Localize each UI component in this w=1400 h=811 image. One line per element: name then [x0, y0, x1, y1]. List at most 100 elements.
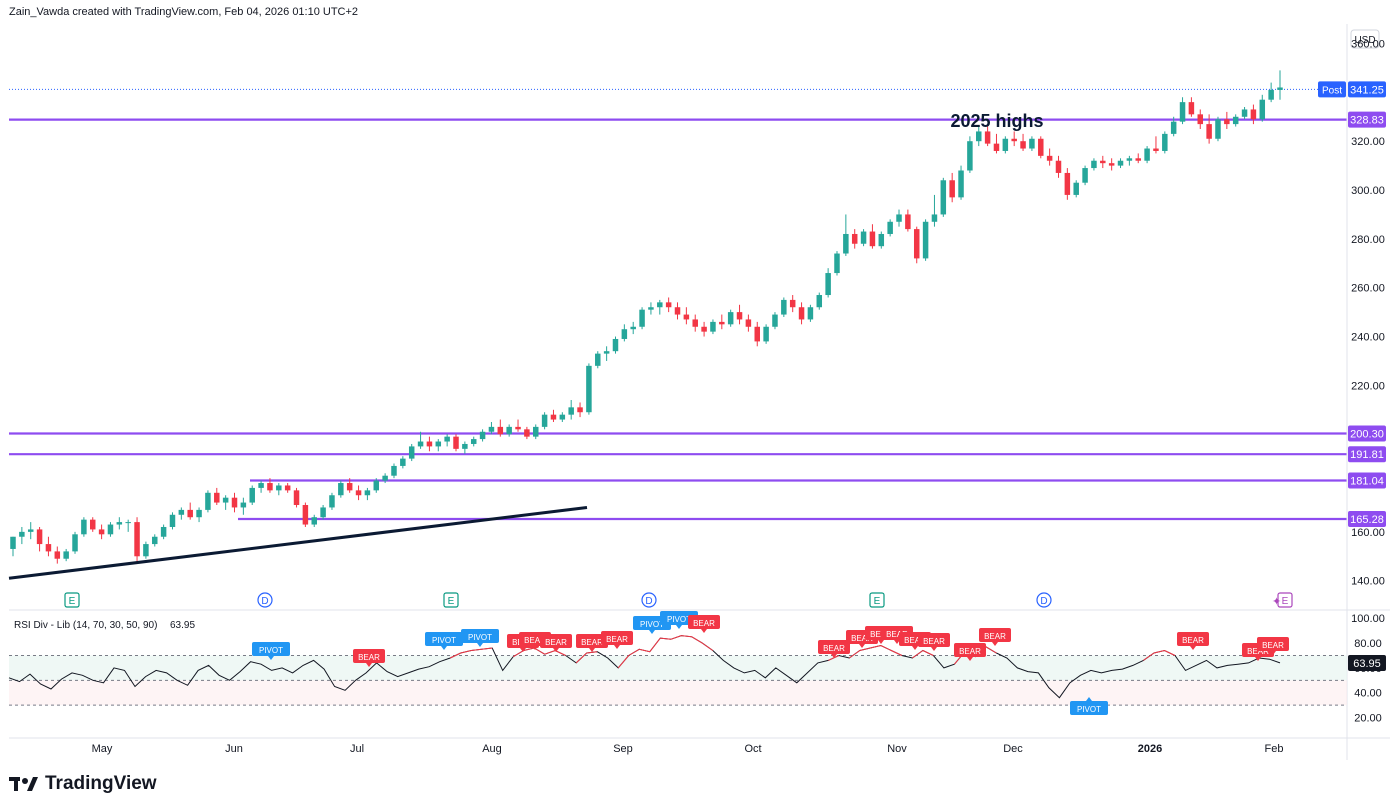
candle-body: [922, 221, 929, 259]
candle-body: [913, 229, 920, 259]
candle-body: [754, 326, 760, 342]
dividend-marker[interactable]: D: [641, 592, 657, 608]
bear-divergence-tag[interactable]: BEAR: [818, 640, 850, 658]
candle-body: [54, 551, 61, 559]
candle: [240, 497, 247, 515]
candle: [1011, 131, 1017, 147]
pivot-tag[interactable]: PIVOT: [461, 629, 499, 647]
rsi-title: RSI Div - Lib (14, 70, 30, 50, 90): [14, 620, 157, 631]
candle-body: [1135, 158, 1141, 161]
signal-tag-label: BEAR: [1182, 636, 1204, 645]
last-price-tag: [1348, 81, 1386, 98]
candle-body: [692, 319, 698, 327]
candle-body: [222, 497, 229, 503]
signal-tag-label: PIVOT: [1077, 705, 1101, 714]
candle-body: [160, 526, 167, 537]
signal-tag-pointer: [614, 645, 620, 649]
candle: [391, 463, 397, 479]
candle-body: [1117, 160, 1124, 166]
candle: [577, 402, 583, 418]
earnings-marker[interactable]: E✦: [1272, 592, 1293, 608]
candle: [1250, 104, 1257, 125]
time-tick-label: Aug: [482, 743, 502, 755]
candle: [1038, 136, 1044, 159]
signal-tag-pointer: [589, 648, 595, 652]
earnings-marker-label: E: [69, 596, 76, 607]
candle: [533, 424, 539, 440]
candle: [355, 485, 362, 501]
signal-tag-label: PIVOT: [432, 636, 456, 645]
bear-divergence-tag[interactable]: BEAR: [688, 615, 720, 633]
earnings-marker[interactable]: E: [64, 592, 80, 608]
signal-tag-box: [818, 640, 850, 654]
candle: [134, 517, 140, 564]
bear-divergence-tag[interactable]: BEAR: [601, 631, 633, 649]
candle-body: [355, 490, 362, 496]
candle-body: [497, 426, 504, 435]
rsi-value-label: 63.95: [1353, 658, 1381, 670]
candle-body: [1206, 124, 1212, 139]
candle-body: [993, 143, 1000, 151]
bear-divergence-tag[interactable]: BEAR: [1177, 632, 1209, 650]
pivot-tag[interactable]: PIVOT: [252, 642, 290, 660]
candle: [364, 487, 371, 501]
bear-divergence-tag[interactable]: BEAR: [918, 633, 950, 651]
candle: [896, 209, 902, 227]
candle: [470, 436, 477, 447]
bear-divergence-tag[interactable]: BEAR: [353, 649, 385, 667]
candle: [1064, 168, 1071, 200]
signal-tag-label: PIVOT: [468, 633, 492, 642]
candle-body: [107, 524, 114, 535]
candle-body: [515, 426, 521, 430]
candle: [267, 478, 273, 493]
candle: [781, 297, 787, 317]
bear-divergence-tag[interactable]: BEAR: [954, 643, 986, 661]
pivot-tag[interactable]: PIVOT: [1070, 697, 1108, 715]
candle: [1144, 146, 1150, 164]
candle: [258, 480, 264, 493]
bear-divergence-tag[interactable]: BEAR: [540, 634, 572, 652]
bear-divergence-tag[interactable]: BEAR: [979, 628, 1011, 646]
dividend-marker[interactable]: D: [1036, 592, 1052, 608]
earnings-marker[interactable]: E: [869, 592, 885, 608]
dividend-marker[interactable]: D: [257, 592, 273, 608]
bear-divergence-tag[interactable]: BEAR: [576, 634, 608, 652]
candle-body: [1153, 148, 1159, 151]
candle: [382, 473, 388, 484]
candle-body: [293, 490, 300, 506]
candle: [346, 478, 353, 493]
candle-body: [781, 299, 787, 315]
candle-body: [940, 180, 947, 215]
candle: [745, 314, 752, 332]
candle: [559, 412, 566, 422]
chart-attribution: Zain_Vawda created with TradingView.com,…: [9, 6, 359, 18]
candle: [1188, 97, 1195, 117]
earnings-marker[interactable]: E: [443, 592, 459, 608]
candle: [993, 133, 1000, 154]
level-price-label: 181.04: [1350, 475, 1384, 487]
candle: [488, 421, 495, 435]
candle: [772, 312, 778, 330]
bear-divergence-tag[interactable]: BEAR: [1257, 637, 1289, 655]
candle: [1162, 131, 1168, 154]
candle-body: [763, 326, 769, 342]
candle-body: [1162, 133, 1168, 151]
candle-body: [665, 302, 672, 308]
candle: [789, 295, 796, 313]
candle: [169, 512, 176, 530]
candle-body: [125, 522, 131, 524]
candle-body: [860, 231, 867, 244]
rsi-upper-zone: [9, 655, 1347, 681]
candle-body: [479, 431, 486, 440]
earnings-marker-box: [443, 592, 459, 608]
time-tick-label: May: [92, 743, 113, 755]
level-price-tag: [1348, 111, 1386, 128]
candle: [329, 492, 335, 510]
candle-body: [231, 497, 238, 508]
rsi-lower-zone: [9, 680, 1347, 706]
pivot-tag[interactable]: PIVOT: [425, 632, 463, 650]
signal-tag-pointer: [878, 640, 884, 644]
tradingview-logo[interactable]: TradingView: [9, 773, 157, 795]
candle: [284, 483, 291, 493]
